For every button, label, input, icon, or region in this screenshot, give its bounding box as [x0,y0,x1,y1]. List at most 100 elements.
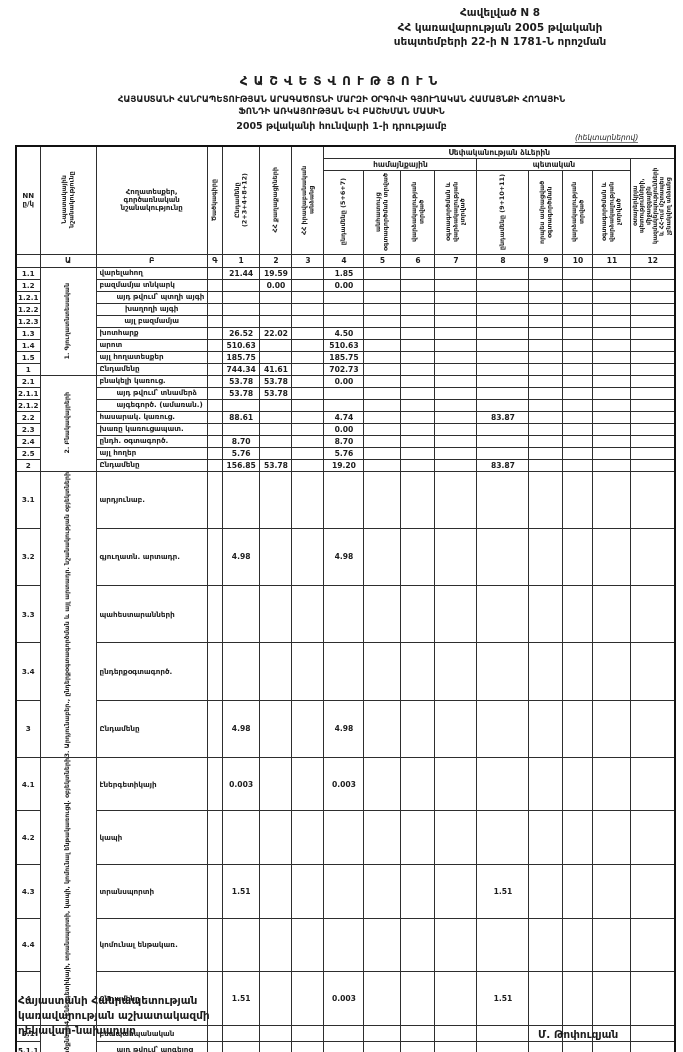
value-cell [476,266,530,280]
value-cell: 1.51 [476,864,530,919]
column-header-nn: NN ը/կ [15,145,41,255]
table-row: 1.2.1 այդ թվում՝ պտղի այգի [15,290,676,304]
row-number-cell: 2.4 [15,434,41,448]
column-header-purpose: Նպատակային նշանակությունը [39,145,97,255]
value-cell [476,350,530,364]
value-cell [291,699,325,758]
row-label-cell: կոմունալ ենթակառ. [95,917,208,973]
value-cell [476,314,530,328]
value-cell [400,362,436,376]
value-cell [476,446,530,460]
code-cell [206,527,223,587]
value-cell [323,314,365,328]
value-cell [630,386,676,400]
row-number-cell: 3.1 [15,470,41,529]
value-cell [291,1024,325,1043]
value-cell [434,314,478,328]
value-cell [221,278,261,292]
value-cell [323,470,365,529]
column-header-citizens: ՀՀ քաղաքացիների [259,145,293,255]
row-number-cell: 2.5 [15,446,41,460]
value-cell [434,434,478,448]
value-cell [221,398,261,412]
row-number-cell: 3.4 [15,642,41,701]
value-cell [259,810,293,866]
column-letter-cell: 10 [562,253,594,268]
code-cell [206,585,223,644]
column-letter-cell: 9 [528,253,564,268]
row-number-cell: 1.3 [15,326,41,340]
value-cell [259,302,293,316]
table-row: 2.3 խառը կառուցապատ. 0.00 [15,422,676,436]
value-cell [434,410,478,424]
value-cell [291,1041,325,1052]
value-cell [434,350,478,364]
column-letter-cell: 6 [400,253,436,268]
value-cell [528,422,564,436]
value-cell [363,302,402,316]
value-cell [291,470,325,529]
value-cell [562,422,594,436]
value-cell [259,642,293,701]
column-letter-cell: 3 [291,253,325,268]
value-cell [400,971,436,1026]
value-cell [291,756,325,812]
value-cell [476,527,530,587]
column-header-code: Ծածկագիրը [206,145,223,255]
value-cell [323,917,365,973]
value-cell [630,971,676,1026]
value-cell [592,810,632,866]
column-group-ownership: Սեփականության ձևերին [323,145,676,159]
value-cell [400,1041,436,1052]
row-label-cell: արդյունաբ. [95,470,208,529]
value-cell [476,756,530,812]
row-label-cell: Ընդամենը [95,699,208,758]
section-label: 1. Գյուղատնտեսական [64,282,72,360]
value-cell [630,446,676,460]
code-cell [206,350,223,364]
value-cell [400,266,436,280]
row-label-cell: այգեգործ. (ամառան.) [95,398,208,412]
code-cell [206,810,223,866]
code-cell [206,434,223,448]
row-label-cell: գյուղատն. արտադր. [95,527,208,587]
value-cell [400,374,436,388]
code-cell [206,362,223,376]
value-cell [400,642,436,701]
report-subtitle-line1: ՀԱՅԱՍՏԱՆԻ ՀԱՆՐԱՊԵՏՈՒԹՅԱՆ ԱՐԱԳԱԾՈՏՆԻ ՄԱՐԶ… [117,95,566,105]
table-row: 1.2.3 այլ բազմամյա [15,314,676,328]
value-cell [528,446,564,460]
value-cell [592,278,632,292]
code-cell [206,314,223,328]
value-cell: 88.61 [221,410,261,424]
value-cell [323,398,365,412]
value-cell [562,350,594,364]
value-cell [562,756,594,812]
code-cell [206,302,223,316]
table-row: 4.2 կապի [15,810,676,866]
signatory-name: Մ. Թոփուզյան [538,1029,619,1041]
table-row: 1.2 բազմամյա տնկարկ 0.00 0.00 [15,278,676,292]
value-cell [528,338,564,352]
row-label-cell: պահեստարանների [95,585,208,644]
value-cell [221,422,261,436]
code-cell [206,470,223,529]
value-cell [592,302,632,316]
value-cell [592,398,632,412]
value-cell [323,1024,365,1043]
row-number-cell: 1.2.2 [15,302,41,316]
column-letter-cell: 12 [630,253,676,268]
value-cell: 53.78 [259,374,293,388]
value-cell [562,266,594,280]
value-cell [476,585,530,644]
value-cell: 4.98 [221,527,261,587]
value-cell [630,917,676,973]
value-cell: 22.02 [259,326,293,340]
value-cell [630,398,676,412]
column-letter-cell: Բ [95,253,208,268]
column-header-state-leased: վարձակալության տրված [562,169,594,255]
section-label-cell: 5. Հատուկ պահպանվող տարածքների [39,1024,97,1052]
row-number-cell: 2 [15,458,41,472]
value-cell [259,338,293,352]
